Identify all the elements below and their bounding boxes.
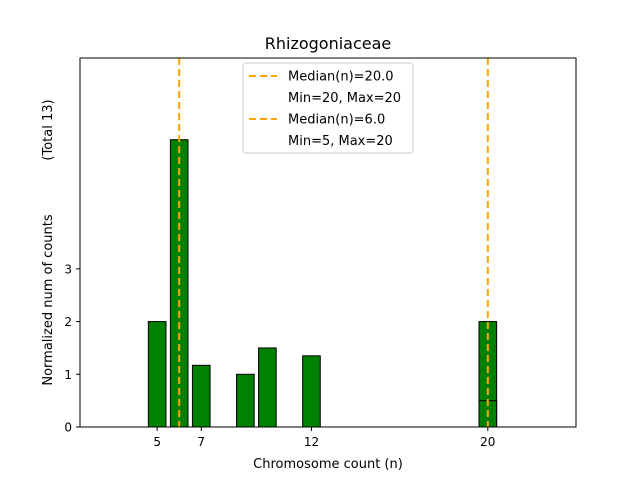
- legend-entry-1: Min=20, Max=20: [288, 91, 401, 106]
- y-tick-label-2: 2: [64, 315, 72, 329]
- legend-box: [242, 62, 414, 154]
- y-axis-label: Normalized num of counts: [41, 214, 56, 385]
- plot-frame: [79, 57, 577, 428]
- bar-n-7: [191, 364, 211, 428]
- chart-title: Rhizogoniaceae: [265, 34, 392, 53]
- x-axis-label: Chromosome count (n): [253, 457, 403, 472]
- legend-entry-2: Median(n)=6.0: [288, 113, 385, 128]
- x-tick-label-5: 5: [153, 435, 161, 449]
- legend-entries: Median(n)=20.0 Min=20, Max=20 Median(n)=6.…: [249, 70, 401, 149]
- bar-n-9: [236, 373, 255, 428]
- y-tick-label-3: 3: [64, 262, 72, 276]
- bar-n-5: [147, 321, 167, 428]
- legend: Median(n)=20.0 Min=20, Max=20 Median(n)=6.…: [242, 62, 414, 154]
- x-tick-label-7: 7: [197, 435, 205, 449]
- x-tick-label-20: 20: [480, 435, 495, 449]
- legend-entry-3: Min=5, Max=20: [288, 134, 393, 149]
- bar-n-12: [302, 355, 321, 428]
- y-tick-label-1: 1: [64, 368, 72, 382]
- y-axis-ticks: 0 1 2 3: [64, 262, 80, 435]
- x-axis-ticks: 5 7 12 20: [153, 427, 495, 449]
- median-lines-layer: [178, 58, 489, 427]
- y-axis-total-note: (Total 13): [41, 99, 56, 160]
- y-tick-label-0: 0: [64, 421, 72, 435]
- legend-entry-0: Median(n)=20.0: [288, 70, 394, 85]
- x-tick-label-12: 12: [304, 435, 319, 449]
- bar-n-10: [258, 347, 277, 428]
